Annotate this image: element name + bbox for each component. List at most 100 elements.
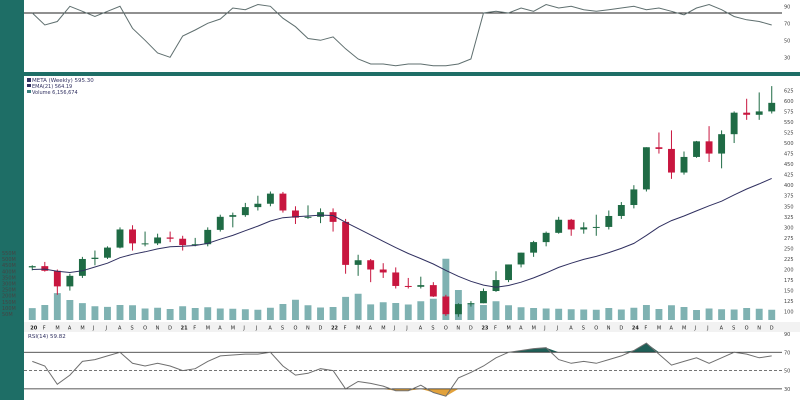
candle-body [342, 221, 350, 265]
upper-tick-label: 70 [784, 21, 790, 27]
volume-bar [279, 304, 287, 320]
x-tick-label: D [469, 326, 473, 332]
candle-body [429, 285, 437, 297]
price-tick-label: 525 [784, 130, 794, 136]
volume-bar [292, 299, 299, 320]
candle-body [78, 258, 86, 276]
price-tick-label: 325 [784, 215, 794, 221]
volume-bar [743, 308, 751, 320]
candle-body [755, 111, 763, 115]
candle-body [254, 203, 262, 208]
volume-bars [28, 258, 776, 320]
rsi-y-ticks: 30 50 70 90 [784, 332, 790, 393]
x-tick-label: A [519, 326, 523, 332]
volume-bar [718, 309, 726, 320]
volume-bar [254, 309, 262, 320]
rsi-axis-bg [782, 332, 800, 400]
candle-body [329, 212, 337, 222]
candle-body [580, 227, 588, 230]
x-tick-label: S [281, 326, 284, 332]
rsi-tick-label: 70 [784, 350, 790, 356]
volume-bar [229, 308, 237, 320]
candle-body [417, 285, 425, 287]
rsi-tick-label: 50 [784, 369, 790, 375]
x-tick-label: 24 [632, 326, 639, 332]
x-tick-label: J [242, 326, 244, 332]
price-tick-label: 425 [784, 173, 794, 179]
x-tick-label: N [757, 326, 761, 332]
x-tick-label: J [405, 326, 407, 332]
x-tick-label: J [393, 326, 395, 332]
candle-body [442, 296, 450, 315]
volume-bar [78, 303, 86, 320]
volume-bar [642, 305, 650, 320]
x-tick-label: O [745, 326, 749, 332]
candle-body [304, 216, 312, 218]
candle-body [241, 207, 249, 216]
candle-body [354, 260, 362, 265]
x-tick-label: J [92, 326, 94, 332]
x-tick-label: D [770, 326, 774, 332]
volume-bar [354, 293, 362, 320]
upper-oscillator-panel: 30 50 70 90 [24, 0, 800, 72]
volume-bar [467, 303, 475, 320]
volume-bar [442, 258, 450, 320]
volume-bar [492, 301, 500, 320]
x-tick-labels: 20 F M A M J J A S O N D 21 F M A M J J A S O N D 22 F M A M J J A S O N D 2… [30, 326, 773, 332]
volume-bar [655, 309, 663, 320]
legend-symbol: META (Weekly) 595.30 [32, 78, 94, 84]
x-tick-label: A [720, 326, 724, 332]
x-tick-label: A [569, 326, 573, 332]
candle-body [204, 229, 212, 245]
volume-bar [768, 309, 776, 320]
volume-bar [705, 308, 713, 320]
x-tick-label: M [657, 326, 661, 332]
x-tick-label: O [594, 326, 598, 332]
x-tick-label: S [431, 326, 434, 332]
volume-bar [266, 307, 274, 320]
price-tick-label: 550 [784, 120, 794, 126]
candle-body [216, 216, 224, 230]
upper-tick-label: 30 [784, 55, 790, 61]
price-tick-label: 575 [784, 109, 794, 115]
time-axis: 20 F M A M J J A S O N D 21 F M A M J J A S O N D 22 F M A M J J A S O N D 2… [24, 322, 800, 332]
volume-bar [505, 305, 512, 320]
price-tick-label: 400 [784, 183, 794, 189]
legend-ema-swatch [27, 84, 31, 87]
x-tick-label: O [444, 326, 448, 332]
x-tick-label: F [494, 326, 497, 332]
candle-body [154, 237, 162, 244]
volume-bar [367, 304, 375, 320]
rsi-label: RSI(14) 59.82 [28, 334, 66, 340]
candle-body [116, 229, 124, 248]
candle-body [693, 141, 700, 157]
volume-tick-label: 400M [2, 269, 16, 275]
price-axis-bg [782, 76, 800, 322]
x-tick-label: J [104, 326, 106, 332]
ema-line [32, 177, 772, 288]
x-tick-label: D [319, 326, 323, 332]
price-tick-label: 450 [784, 162, 794, 168]
volume-bar [129, 305, 136, 320]
x-tick-label: J [543, 326, 545, 332]
volume-tick-label: 50M [2, 312, 13, 318]
price-tick-label: 600 [784, 99, 794, 105]
volume-bar [317, 307, 324, 320]
volume-bar [668, 305, 675, 320]
price-y-ticks: 100 125 150 175 200 225 250 275 300 325 350 375 400 4… [784, 88, 794, 315]
candle-body [642, 147, 650, 190]
candle-body [379, 269, 387, 273]
candle-body [617, 205, 625, 216]
candle-body [141, 243, 149, 245]
volume-bar [154, 307, 162, 320]
price-panel-bg [24, 76, 782, 322]
candle-body [505, 264, 512, 281]
x-tick-label: 21 [181, 326, 188, 332]
volume-bar [91, 306, 99, 320]
volume-bar [379, 302, 387, 320]
price-tick-label: 100 [784, 310, 794, 316]
legend-ema: EMA(21) 564.19 [32, 84, 72, 90]
volume-bar [517, 307, 525, 320]
volume-bar [630, 307, 638, 320]
candle-body [66, 275, 74, 287]
